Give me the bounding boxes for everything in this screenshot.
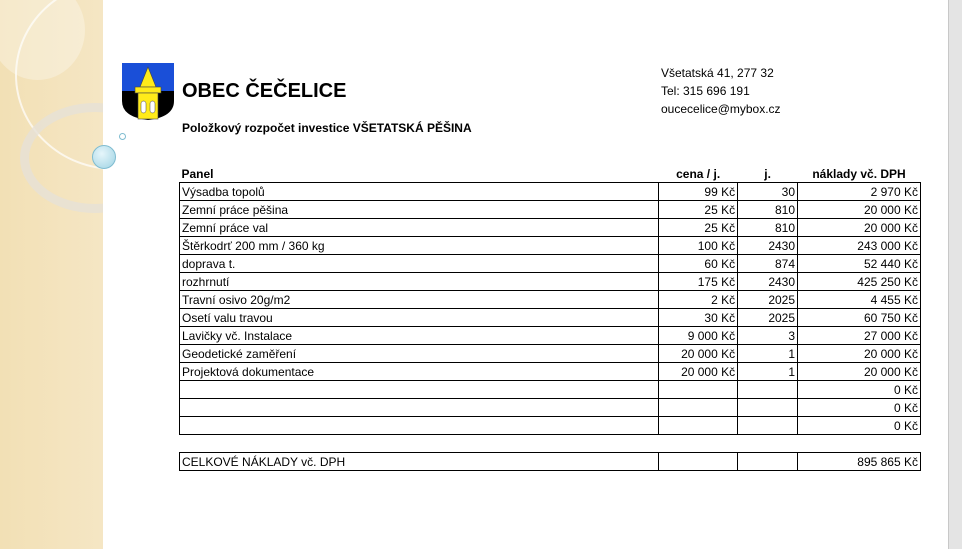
quantity <box>737 380 799 399</box>
total-cost: 20 000 Kč <box>797 344 921 363</box>
quantity <box>737 398 799 417</box>
item-name: Travní osivo 20g/m2 <box>178 290 660 309</box>
total-cost: 0 Kč <box>797 416 921 435</box>
quantity: 2025 <box>737 308 799 327</box>
table-row: Výsadba topolů 99 Kč 30 2 970 Kč <box>178 182 921 201</box>
decorative-bubble <box>119 133 126 140</box>
item-name: Osetí valu travou <box>178 308 660 327</box>
unit-price: 60 Kč <box>658 254 739 273</box>
quantity: 1 <box>737 362 799 381</box>
page-subtitle: Položkový rozpočet investice VŠETATSKÁ P… <box>182 121 472 135</box>
table-row: Lavičky vč. Instalace 9 000 Kč 3 27 000 Kč <box>178 326 921 345</box>
item-name: Lavičky vč. Instalace <box>178 326 660 345</box>
unit-price: 25 Kč <box>658 200 739 219</box>
item-name <box>178 380 660 399</box>
unit-price <box>658 398 739 417</box>
total-label: CELKOVÉ NÁKLADY vč. DPH <box>178 452 660 471</box>
item-name: Výsadba topolů <box>178 182 660 201</box>
table-row: Zemní práce pěšina 25 Kč 810 20 000 Kč <box>178 200 921 219</box>
decorative-bubble <box>92 145 116 169</box>
quantity: 2430 <box>737 272 799 291</box>
total-cost: 20 000 Kč <box>797 362 921 381</box>
table-cell <box>737 452 799 471</box>
column-header: cena / j. <box>676 167 721 181</box>
table-row: Osetí valu travou 30 Kč 2025 60 750 Kč <box>178 308 921 327</box>
address: Všetatská 41, 277 32 <box>661 66 774 80</box>
item-name <box>178 398 660 417</box>
unit-price: 2 Kč <box>658 290 739 309</box>
page-title: OBEC ČEČELICE <box>182 80 347 102</box>
table-row: 0 Kč <box>178 380 921 399</box>
item-name: rozhrnutí <box>178 272 660 291</box>
contact-block: Všetatská 41, 277 32 Tel: 315 696 191 ou… <box>661 64 781 118</box>
table-row: rozhrnutí 175 Kč 2430 425 250 Kč <box>178 272 921 291</box>
total-cost: 0 Kč <box>797 398 921 417</box>
item-name: Projektová dokumentace <box>178 362 660 381</box>
total-value: 895 865 Kč <box>797 452 921 471</box>
table-row: Travní osivo 20g/m2 2 Kč 2025 4 455 Kč <box>178 290 921 309</box>
unit-price: 30 Kč <box>658 308 739 327</box>
unit-price <box>658 416 739 435</box>
unit-price: 175 Kč <box>658 272 739 291</box>
table-header: Panel cena / j. j. náklady vč. DPH <box>180 166 921 183</box>
total-row: CELKOVÉ NÁKLADY vč. DPH 895 865 Kč <box>178 452 921 471</box>
item-name: Zemní práce val <box>178 218 660 237</box>
table-cell <box>658 452 739 471</box>
budget-table: Panel cena / j. j. náklady vč. DPH Výsad… <box>178 166 921 435</box>
item-name <box>178 416 660 435</box>
quantity: 810 <box>737 218 799 237</box>
item-name: Geodetické zaměření <box>178 344 660 363</box>
quantity <box>737 416 799 435</box>
total-cost: 4 455 Kč <box>797 290 921 309</box>
unit-price: 9 000 Kč <box>658 326 739 345</box>
coat-of-arms-icon <box>122 63 174 120</box>
column-header: j. <box>764 167 771 181</box>
quantity: 2025 <box>737 290 799 309</box>
quantity: 810 <box>737 200 799 219</box>
total-cost: 60 750 Kč <box>797 308 921 327</box>
decorative-background <box>0 0 103 549</box>
quantity: 3 <box>737 326 799 345</box>
total-cost: 20 000 Kč <box>797 218 921 237</box>
table-row: Geodetické zaměření 20 000 Kč 1 20 000 Kč <box>178 344 921 363</box>
total-cost: 20 000 Kč <box>797 200 921 219</box>
email: oucecelice@mybox.cz <box>661 102 781 116</box>
total-cost: 27 000 Kč <box>797 326 921 345</box>
table-row: doprava t. 60 Kč 874 52 440 Kč <box>178 254 921 273</box>
table-row: Projektová dokumentace 20 000 Kč 1 20 000 K… <box>178 362 921 381</box>
quantity: 1 <box>737 344 799 363</box>
item-name: doprava t. <box>178 254 660 273</box>
total-cost: 52 440 Kč <box>797 254 921 273</box>
item-name: Zemní práce pěšina <box>178 200 660 219</box>
table-row: Štěrkodrť 200 mm / 360 kg 100 Kč 2430 243 0… <box>178 236 921 255</box>
unit-price: 99 Kč <box>658 182 739 201</box>
total-cost: 243 000 Kč <box>797 236 921 255</box>
table-row: Zemní práce val 25 Kč 810 20 000 Kč <box>178 218 921 237</box>
table-row: 0 Kč <box>178 398 921 417</box>
quantity: 874 <box>737 254 799 273</box>
column-header: náklady vč. DPH <box>812 167 906 181</box>
scrollbar[interactable] <box>948 0 962 549</box>
total-cost: 2 970 Kč <box>797 182 921 201</box>
unit-price: 25 Kč <box>658 218 739 237</box>
column-header: Panel <box>181 167 214 181</box>
total-cost: 0 Kč <box>797 380 921 399</box>
phone: Tel: 315 696 191 <box>661 84 750 98</box>
quantity: 30 <box>737 182 799 201</box>
unit-price: 20 000 Kč <box>658 362 739 381</box>
table-row: 0 Kč <box>178 416 921 435</box>
unit-price <box>658 380 739 399</box>
total-cost: 425 250 Kč <box>797 272 921 291</box>
quantity: 2430 <box>737 236 799 255</box>
unit-price: 100 Kč <box>658 236 739 255</box>
unit-price: 20 000 Kč <box>658 344 739 363</box>
total-table: CELKOVÉ NÁKLADY vč. DPH 895 865 Kč <box>178 452 921 471</box>
item-name: Štěrkodrť 200 mm / 360 kg <box>178 236 660 255</box>
